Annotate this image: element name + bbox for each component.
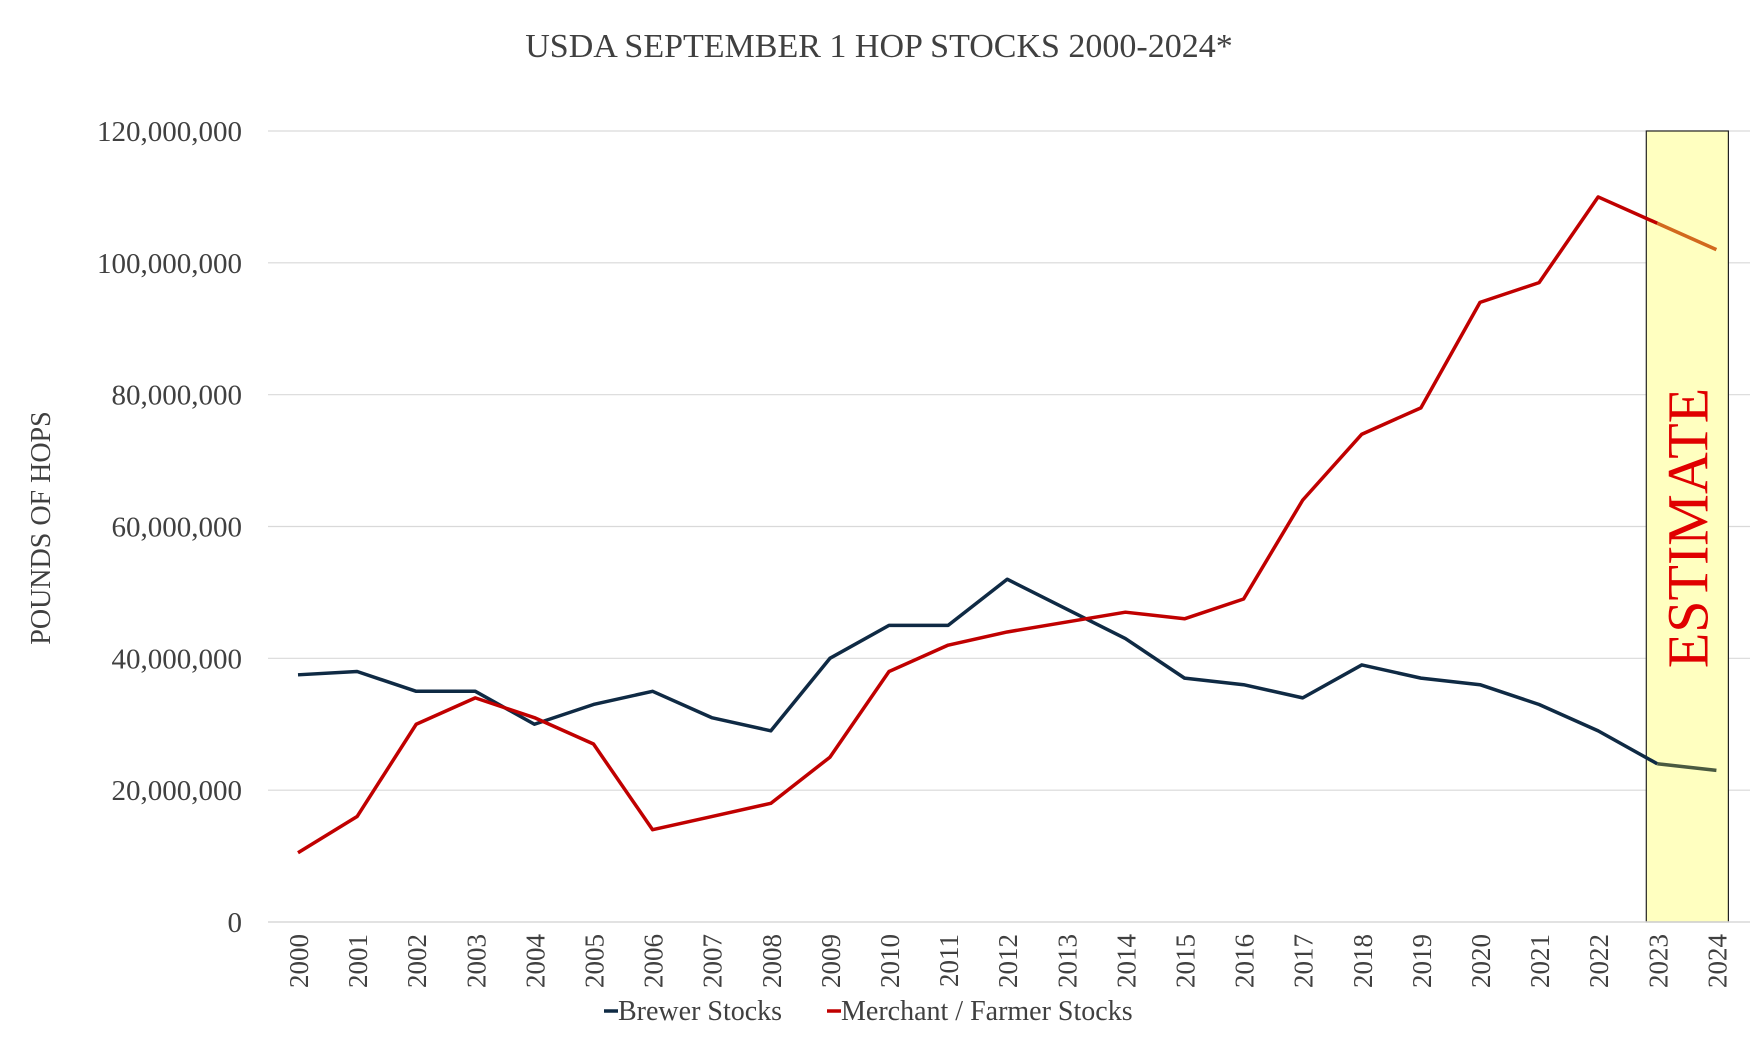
x-tick-label: 2012 xyxy=(993,934,1023,988)
legend-label: Brewer Stocks xyxy=(618,996,782,1027)
x-tick-label: 2006 xyxy=(639,934,669,988)
y-tick-label: 40,000,000 xyxy=(112,643,243,675)
x-tick-label: 2002 xyxy=(402,934,432,988)
x-tick-label: 2003 xyxy=(461,934,491,988)
x-tick-label: 2000 xyxy=(284,934,314,988)
x-tick-label: 2020 xyxy=(1466,934,1496,988)
x-tick-label: 2001 xyxy=(343,934,373,988)
x-tick-label: 2009 xyxy=(816,934,846,988)
series-line-merchant-farmer xyxy=(297,195,1659,855)
series-lines xyxy=(297,195,1718,855)
y-axis-ticks: 0 20,000,000 40,000,000 60,000,000 80,000,00… xyxy=(97,116,242,939)
x-tick-label: 2024 xyxy=(1702,934,1732,989)
y-axis-label: POUNDS OF HOPS xyxy=(26,411,57,644)
x-tick-label: 2005 xyxy=(580,934,610,988)
x-tick-label: 2010 xyxy=(875,934,905,988)
x-tick-label: 2015 xyxy=(1171,934,1201,988)
x-tick-label: 2008 xyxy=(757,934,787,988)
x-tick-label: 2007 xyxy=(698,934,728,988)
x-tick-label: 2013 xyxy=(1052,934,1082,988)
y-tick-label: 60,000,000 xyxy=(112,512,243,544)
x-tick-label: 2016 xyxy=(1230,934,1260,988)
x-tick-label: 2014 xyxy=(1111,934,1141,989)
x-tick-label: 2019 xyxy=(1407,934,1437,988)
y-tick-label: 0 xyxy=(228,907,243,939)
x-tick-label: 2022 xyxy=(1584,934,1614,988)
x-tick-label: 2018 xyxy=(1348,934,1378,988)
legend: Brewer Stocks Merchant / Farmer Stocks xyxy=(604,996,1133,1027)
y-tick-label: 100,000,000 xyxy=(97,248,242,280)
gridlines xyxy=(268,130,1750,791)
x-tick-label: 2004 xyxy=(520,934,550,989)
y-tick-label: 120,000,000 xyxy=(97,116,242,148)
estimate-band: ESTIMATE xyxy=(1645,130,1730,923)
x-tick-label: 2023 xyxy=(1643,934,1673,988)
x-tick-label: 2021 xyxy=(1525,934,1555,988)
y-tick-label: 80,000,000 xyxy=(112,380,243,412)
chart-title: USDA SEPTEMBER 1 HOP STOCKS 2000-2024* xyxy=(525,28,1233,65)
x-tick-label: 2017 xyxy=(1289,934,1319,988)
x-axis-ticks: 2000 2001 2002 2003 2004 2005 2006 2007 2008 2009… xyxy=(284,934,1732,989)
legend-label: Merchant / Farmer Stocks xyxy=(841,996,1133,1027)
estimate-label: ESTIMATE xyxy=(1655,388,1720,668)
series-line-estimate xyxy=(1656,221,1718,252)
series-line-estimate xyxy=(1657,762,1717,773)
series-line-brewer xyxy=(297,577,1659,766)
y-tick-label: 20,000,000 xyxy=(112,775,243,807)
x-tick-label: 2011 xyxy=(934,934,964,987)
